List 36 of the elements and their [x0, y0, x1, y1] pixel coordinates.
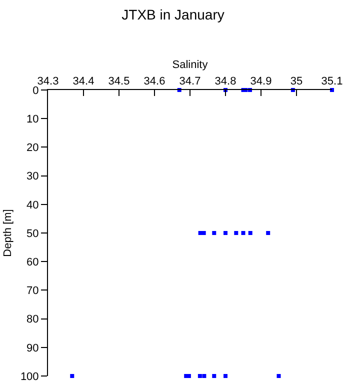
x-tick-label: 34.7 [179, 76, 201, 88]
x-tick-label: 34.8 [214, 76, 236, 88]
chart-title: JTXB in January [122, 6, 224, 22]
point [224, 231, 228, 235]
x-tick-label: 34.4 [72, 76, 94, 88]
point [266, 231, 270, 235]
x-tick-label: 35 [290, 76, 303, 88]
point [234, 231, 238, 235]
x-tick-label: 34.6 [144, 76, 166, 88]
x-tick-label: 34.9 [250, 76, 272, 88]
y-tick-label: 70 [26, 285, 39, 298]
y-tick-label: 0 [32, 84, 39, 97]
point [212, 374, 216, 378]
point [276, 374, 281, 378]
y-tick-label: 40 [26, 199, 39, 212]
x-tick-label: 34.5 [108, 76, 130, 88]
y-tick-label: 80 [26, 314, 39, 326]
x-axis-title: Salinity [172, 59, 208, 72]
point [241, 231, 246, 235]
x-tick-label: 34.3 [37, 76, 59, 88]
point [248, 231, 252, 235]
point [224, 374, 228, 378]
y-axis-title: Depth [m] [2, 209, 14, 257]
point [198, 374, 202, 378]
y-tick-label: 20 [26, 142, 39, 154]
y-tick-label: 100 [20, 370, 39, 383]
y-tick-label: 90 [26, 342, 39, 354]
point [202, 231, 206, 235]
y-tick-label: 50 [26, 228, 39, 240]
x-tick-label: 35.1 [321, 76, 343, 88]
y-tick-label: 30 [26, 170, 39, 183]
y-tick-label: 60 [26, 256, 39, 268]
point [212, 231, 216, 235]
y-tick-label: 10 [26, 113, 39, 126]
point [70, 374, 74, 378]
point [202, 374, 206, 378]
